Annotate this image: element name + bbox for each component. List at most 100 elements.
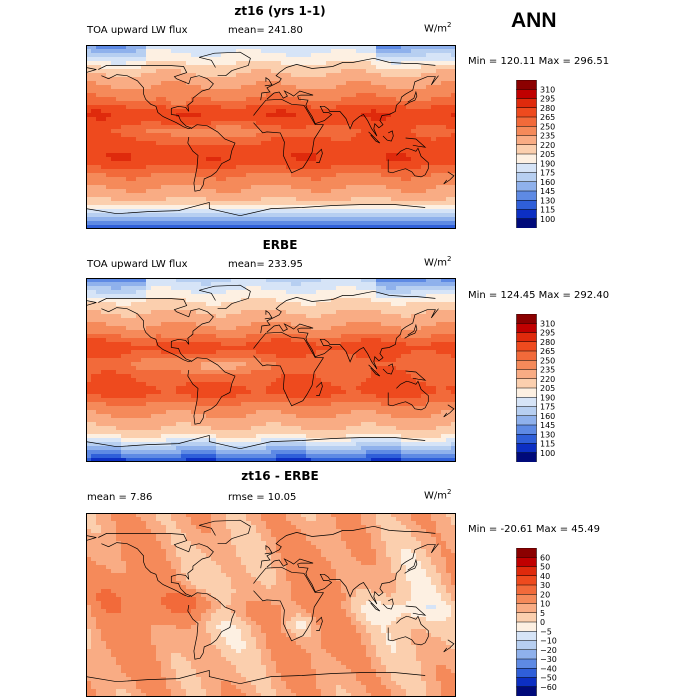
map-cell (141, 209, 147, 214)
map-cell (141, 306, 147, 311)
map-cell (161, 354, 167, 359)
map-cell (336, 77, 342, 82)
map-cell (171, 330, 177, 335)
map-cell (116, 306, 122, 311)
map-cell (251, 89, 257, 94)
map-cell (446, 89, 452, 94)
map-cell (391, 350, 397, 355)
map-cell (211, 113, 217, 118)
map-cell (371, 286, 377, 291)
map-cell (156, 189, 162, 194)
map-cell (111, 61, 117, 66)
map-cell (376, 298, 382, 303)
map-cell (131, 302, 137, 307)
map-cell (361, 161, 367, 166)
map-cell (281, 318, 287, 323)
map-cell (226, 141, 232, 146)
map-cell (281, 77, 287, 82)
map-cell (416, 121, 422, 126)
map-cell (376, 354, 382, 359)
map-cell (176, 81, 182, 86)
map-cell (136, 93, 142, 98)
map-cell (246, 93, 252, 98)
map-cell (96, 346, 102, 351)
map-cell (196, 169, 202, 174)
map-cell (156, 302, 162, 307)
map-cell (361, 318, 367, 323)
map-cell (201, 282, 207, 287)
map-cell (331, 181, 337, 186)
map-cell (311, 338, 317, 343)
map-cell (236, 125, 242, 130)
map-cell (126, 193, 132, 198)
map-cell (281, 173, 287, 178)
map-cell (211, 109, 217, 114)
map-cell (141, 342, 147, 347)
map-cell (431, 61, 437, 66)
map-cell (331, 105, 337, 110)
map-cell (131, 49, 137, 54)
map-cell (406, 318, 412, 323)
map-cell (286, 169, 292, 174)
map-cell (326, 189, 332, 194)
map-cell (226, 121, 232, 126)
map-cell (161, 290, 167, 295)
map-cell (116, 193, 122, 198)
map-cell (386, 125, 392, 130)
map-cell (151, 278, 157, 283)
map-cell (291, 334, 297, 339)
map-cell (396, 53, 402, 58)
map-cell (276, 306, 282, 311)
map-cell (86, 81, 92, 86)
colorbar-tick-label: 205 (540, 150, 555, 159)
map-cell (446, 169, 452, 174)
map-cell (131, 117, 137, 122)
map-cell (86, 358, 92, 363)
map-cell (301, 330, 307, 335)
map-cell (356, 49, 362, 54)
map-cell (181, 141, 187, 146)
map-cell (406, 201, 412, 206)
map-cell (216, 57, 222, 62)
map-cell (166, 57, 172, 62)
map-cell (281, 286, 287, 291)
map-cell (141, 69, 147, 74)
map-cell (136, 69, 142, 74)
map-cell (271, 181, 277, 186)
map-cell (356, 221, 362, 226)
map-cell (316, 278, 322, 283)
map-cell (211, 141, 217, 146)
map-cell (276, 129, 282, 134)
map-cell (111, 213, 117, 218)
map-cell (296, 201, 302, 206)
map-cell (346, 221, 352, 226)
map-cell (331, 209, 337, 214)
map-cell (361, 49, 367, 54)
map-cell (301, 310, 307, 315)
map-cell (171, 77, 177, 82)
map-cell (166, 173, 172, 178)
map-cell (86, 225, 92, 229)
map-cell (281, 65, 287, 70)
map-cell (121, 177, 127, 182)
map-cell (136, 105, 142, 110)
map-cell (161, 129, 167, 134)
map-cell (236, 306, 242, 311)
map-cell (111, 225, 117, 229)
map-cell (101, 153, 107, 158)
map-cell (171, 314, 177, 319)
map-cell (351, 89, 357, 94)
map-cell (251, 185, 257, 190)
map-cell (376, 169, 382, 174)
map-cell (176, 298, 182, 303)
map-cell (321, 137, 327, 142)
map-cell (106, 298, 112, 303)
map-cell (106, 97, 112, 102)
map-cell (136, 77, 142, 82)
map-cell (391, 294, 397, 299)
map-cell (236, 61, 242, 66)
map-cell (296, 49, 302, 54)
map-cell (401, 97, 407, 102)
map-cell (256, 286, 262, 291)
map-cell (291, 137, 297, 142)
